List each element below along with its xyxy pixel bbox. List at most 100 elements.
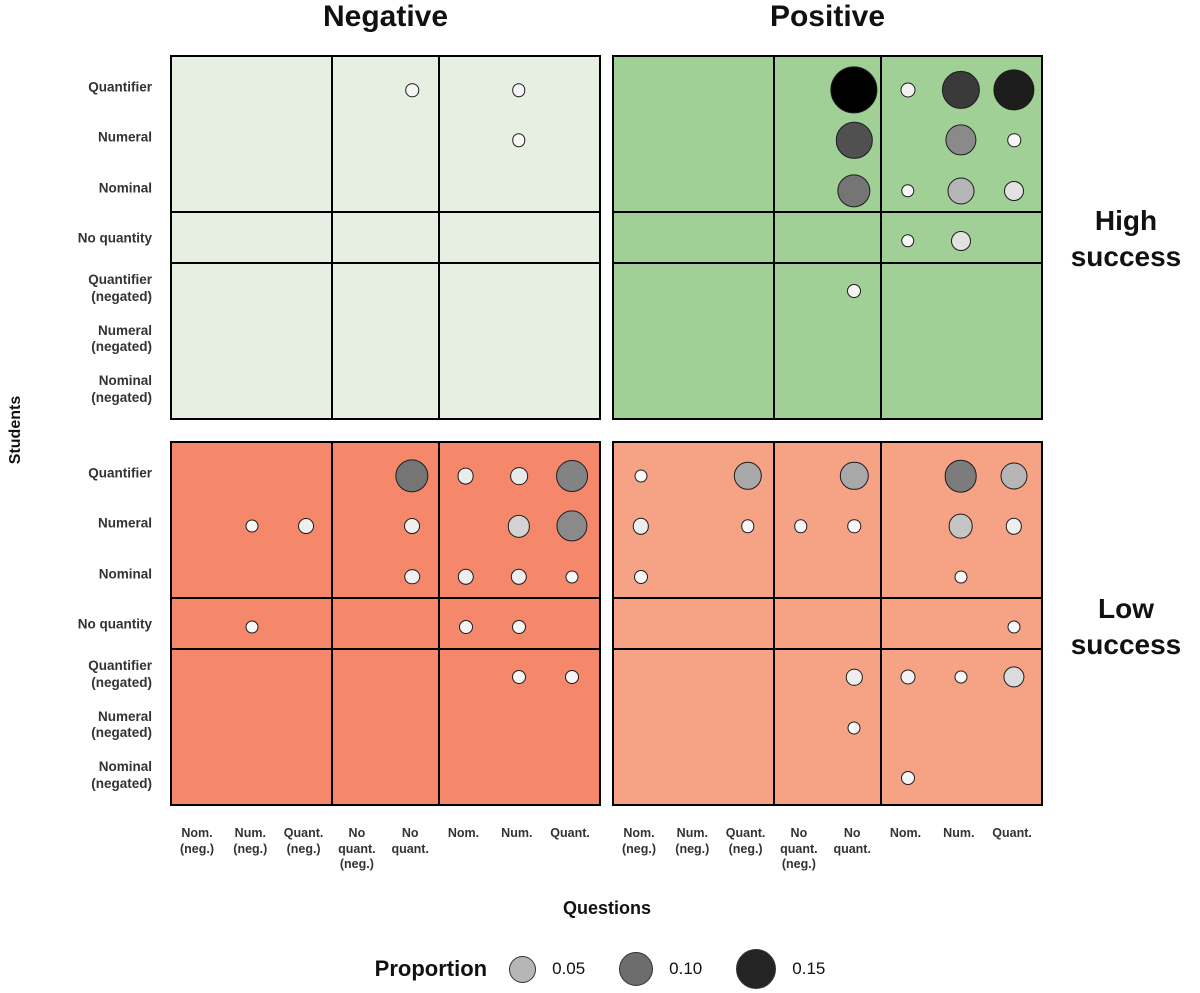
bubble xyxy=(1000,462,1028,490)
bubble xyxy=(634,469,648,483)
x-tick-label: No quant. xyxy=(833,826,871,856)
x-tick-label: Num. (neg.) xyxy=(675,826,710,856)
bubble xyxy=(556,460,589,492)
x-tick-label: Quant. xyxy=(992,826,1032,840)
bubble xyxy=(954,670,968,684)
bubble xyxy=(1007,133,1021,148)
legend-circle-015-icon xyxy=(736,949,777,989)
bubble xyxy=(509,467,528,485)
y-tick-label: Quantifier xyxy=(88,465,152,481)
bubble xyxy=(900,669,915,685)
y-tick-label: Quantifier (negated) xyxy=(88,272,152,305)
bubble xyxy=(507,515,530,538)
bubble xyxy=(900,183,915,198)
bubble xyxy=(847,519,861,534)
bubble xyxy=(245,519,259,533)
facet-title-positive: Positive xyxy=(769,0,886,33)
bubble xyxy=(900,82,915,98)
panel-positive-high-success xyxy=(612,55,1043,420)
bubble xyxy=(733,461,762,491)
bubble xyxy=(511,619,526,634)
x-tick-label: Nom. (neg.) xyxy=(621,826,657,856)
y-tick-label: Numeral xyxy=(97,515,152,531)
bubble xyxy=(1007,620,1021,634)
bubble xyxy=(794,519,808,534)
bubble xyxy=(512,83,526,97)
bubble xyxy=(947,177,975,205)
bubble xyxy=(950,230,971,251)
panel-section-divider-vertical xyxy=(437,57,440,418)
y-tick-label: Numeral (negated) xyxy=(91,322,152,355)
panel-section-divider-vertical xyxy=(331,443,334,804)
x-axis-title: Questions xyxy=(562,898,651,918)
bubble xyxy=(1003,666,1025,688)
bubble xyxy=(458,619,473,634)
panel-negative-low-success xyxy=(170,441,601,806)
bubble xyxy=(457,568,474,585)
x-tick-label: Quant. (neg.) xyxy=(725,826,766,856)
panel-section-divider-vertical xyxy=(773,443,776,804)
x-tick-labels-negative: Nom. (neg.) Num. (neg.) Quant. (neg.) No qu… xyxy=(170,826,601,898)
bubble xyxy=(993,69,1035,111)
bubble xyxy=(954,570,968,584)
bubble xyxy=(1004,180,1025,201)
panel-section-divider-vertical xyxy=(773,57,776,418)
bubble xyxy=(845,668,863,686)
y-tick-label: Numeral xyxy=(97,129,152,145)
bubble xyxy=(837,173,871,208)
legend-label-015: 0.15 xyxy=(792,959,826,978)
bubble xyxy=(941,70,980,110)
y-tick-label: Nominal (negated) xyxy=(91,758,152,791)
bubble xyxy=(839,461,869,491)
x-tick-label: Nom. xyxy=(447,826,480,840)
panel-section-divider-vertical xyxy=(331,57,334,418)
panel-section-divider-vertical xyxy=(879,443,882,804)
legend-item-015: 0.15 xyxy=(736,949,825,989)
y-tick-label: No quantity xyxy=(77,616,152,632)
y-tick-label: Nominal xyxy=(98,180,152,196)
bubble xyxy=(900,770,915,785)
x-tick-label: No quant. xyxy=(391,826,429,856)
bubble xyxy=(740,519,755,534)
bubble xyxy=(404,518,421,535)
bubble xyxy=(404,568,420,585)
x-tick-label: Nom. (neg.) xyxy=(179,826,215,856)
x-tick-label: Quant. (neg.) xyxy=(283,826,324,856)
x-tick-label: Num. xyxy=(501,826,533,840)
panel-negative-high-success xyxy=(170,55,601,420)
bubble xyxy=(511,670,526,685)
y-tick-label: Quantifier xyxy=(88,79,152,95)
panel-section-divider-vertical xyxy=(879,57,882,418)
bubble xyxy=(245,620,259,634)
panel-section-divider-horizontal xyxy=(614,262,1041,265)
legend-circle-005-icon xyxy=(509,955,537,983)
bubble xyxy=(634,569,648,584)
y-tick-labels-high: Quantifier Numeral Nominal No quantity Quant… xyxy=(0,55,152,420)
x-tick-label: Num. (neg.) xyxy=(233,826,268,856)
bubble xyxy=(457,467,474,485)
bubble xyxy=(512,133,526,148)
bubble xyxy=(900,234,915,248)
size-legend: Proportion 0.05 0.10 0.15 xyxy=(0,940,1200,993)
legend-item-005: 0.05 xyxy=(509,955,585,983)
y-tick-labels-low: Quantifier Numeral Nominal No quantity Quant… xyxy=(0,441,152,806)
x-tick-label: No quant. (neg.) xyxy=(780,826,818,872)
panel-section-divider-horizontal xyxy=(172,596,599,599)
x-tick-labels-positive: Nom. (neg.) Num. (neg.) Quant. (neg.) No qu… xyxy=(612,826,1043,898)
bubble xyxy=(944,459,978,493)
panel-section-divider-vertical xyxy=(437,443,440,804)
panel-positive-low-success xyxy=(612,441,1043,806)
bubble xyxy=(510,568,527,585)
bubble xyxy=(297,518,314,535)
bubble xyxy=(945,124,977,156)
panel-section-divider-horizontal xyxy=(172,648,599,651)
bubble xyxy=(632,518,650,535)
bubble xyxy=(948,513,974,539)
bubble xyxy=(835,122,873,159)
bubble xyxy=(830,66,878,114)
bubble xyxy=(1005,518,1023,535)
bubble xyxy=(405,83,419,97)
legend-title: Proportion xyxy=(374,956,488,981)
row-facet-label-high-success: High success xyxy=(1070,205,1182,273)
